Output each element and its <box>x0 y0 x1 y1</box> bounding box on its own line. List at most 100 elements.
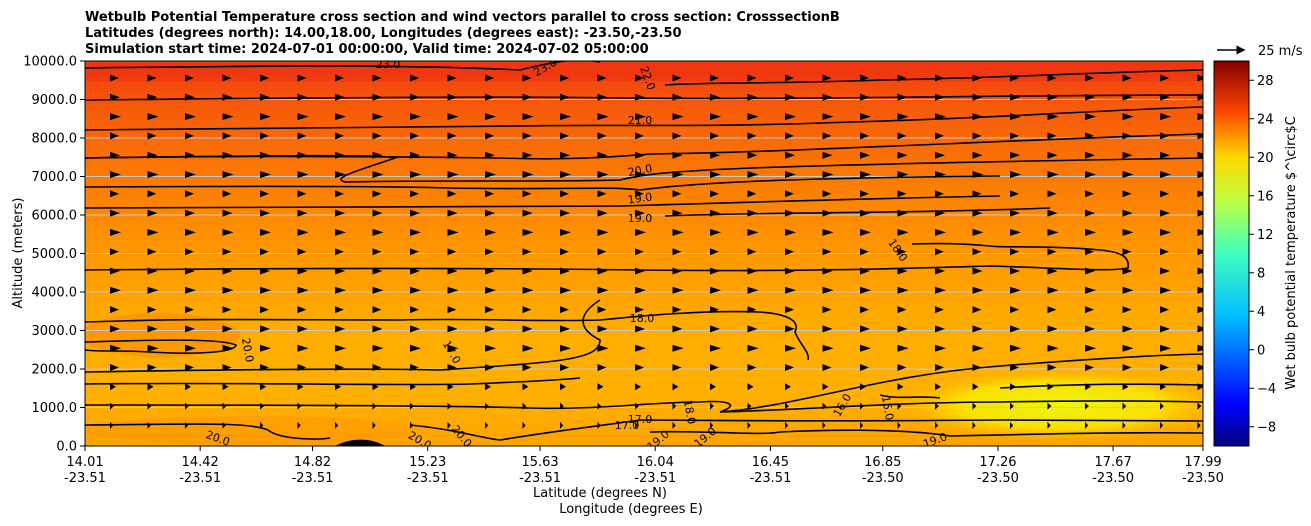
wind-arrow <box>1197 190 1203 198</box>
wind-arrow <box>822 132 832 140</box>
wind-arrow <box>297 325 308 333</box>
wind-arrow <box>1197 74 1203 82</box>
wind-arrow <box>1122 248 1132 256</box>
wind-arrow <box>447 132 457 140</box>
wind-arrow <box>372 306 382 314</box>
x-axis: 14.01-23.5114.42-23.5114.82-23.5115.23-2… <box>64 446 1224 486</box>
wind-arrow <box>560 113 571 121</box>
wind-arrow <box>410 74 419 82</box>
wind-arrow <box>447 421 451 429</box>
wind-arrow <box>972 209 983 217</box>
chart-title-line-2: Latitudes (degrees north): 14.00,18.00, … <box>85 26 682 41</box>
x-tick-label-lon: -23.51 <box>749 471 791 486</box>
contour-line <box>664 69 1203 86</box>
chart-title-line-3: Simulation start time: 2024-07-01 00:00:… <box>85 42 649 57</box>
wind-arrow <box>1085 171 1096 178</box>
wind-arrow <box>897 248 907 256</box>
wind-arrow <box>297 286 309 294</box>
wind-arrow <box>185 209 195 217</box>
wind-arrow <box>1160 209 1170 217</box>
wind-arrow <box>410 113 421 121</box>
wind-arrow <box>972 267 983 275</box>
wind-arrow <box>110 190 119 198</box>
wind-arrow <box>1085 228 1096 236</box>
wind-arrow <box>335 344 346 352</box>
wind-arrow <box>260 113 271 121</box>
wind-arrow <box>597 286 609 294</box>
wind-arrow <box>1010 151 1020 159</box>
wind-arrow <box>335 113 346 121</box>
x-tick-label-lon: -23.50 <box>1092 471 1134 486</box>
wind-arrow <box>785 344 796 352</box>
wind-arrow <box>747 151 758 159</box>
wind-arrow <box>710 364 719 371</box>
wind-arrow <box>522 151 533 159</box>
wind-arrow <box>1047 74 1057 82</box>
wind-arrow <box>1085 325 1095 333</box>
wind-arrow <box>972 402 977 410</box>
wind-arrow <box>522 171 534 178</box>
wind-arrow <box>110 228 121 236</box>
wind-arrow <box>785 402 789 410</box>
wind-arrow <box>1122 344 1134 352</box>
wind-arrow <box>860 248 869 256</box>
wind-arrow <box>935 190 944 198</box>
wind-arrow <box>485 383 491 391</box>
wind-arrow <box>1122 190 1132 198</box>
wind-arrow <box>260 74 269 82</box>
wind-arrow <box>335 132 344 140</box>
wind-arrow <box>410 325 420 333</box>
wind-arrow <box>1085 248 1094 256</box>
wind-arrow <box>935 402 939 410</box>
x-tick-label-lon: -23.51 <box>407 471 449 486</box>
wind-arrow <box>335 421 339 429</box>
wind-arrow <box>372 421 376 429</box>
wind-arrow <box>372 171 384 178</box>
wind-arrow <box>522 286 534 294</box>
wind-arrow <box>335 190 344 198</box>
wind-arrow <box>1160 402 1164 410</box>
wind-arrow <box>635 383 641 391</box>
wind-arrow <box>1047 209 1058 217</box>
wind-arrow <box>785 286 796 294</box>
colorbar-tick-label: −4 <box>1257 382 1276 397</box>
contour-line <box>85 299 601 373</box>
contour-label-text: 23.0 <box>376 58 401 71</box>
colorbar-tick-label: 16 <box>1257 189 1274 204</box>
wind-arrow <box>147 209 158 217</box>
wind-arrow <box>485 402 489 410</box>
wind-arrow <box>672 325 683 333</box>
wind-arrow <box>672 113 684 121</box>
wind-arrow <box>447 209 458 217</box>
wind-arrow <box>1085 113 1096 121</box>
wind-arrow <box>972 228 984 236</box>
x-tick-label-lon: -23.51 <box>519 471 561 486</box>
contour-line <box>85 175 1001 191</box>
wind-arrow <box>1197 209 1203 217</box>
wind-arrow <box>935 383 941 391</box>
wind-arrow <box>822 74 832 82</box>
wind-arrow <box>1160 113 1171 121</box>
wind-arrow <box>185 383 191 391</box>
wind-arrow <box>297 113 309 121</box>
wind-arrow <box>185 132 194 140</box>
wind-arrow <box>1197 402 1202 410</box>
wind-arrow <box>260 248 269 256</box>
wind-arrow <box>185 364 194 371</box>
wind-arrow <box>110 74 119 82</box>
wind-arrow <box>297 383 304 391</box>
wind-arrow <box>260 286 271 294</box>
wind-arrow <box>522 306 532 314</box>
wind-arrow <box>372 344 384 352</box>
wind-arrow <box>935 421 939 429</box>
x-tick-label-lat: 17.99 <box>1184 455 1221 470</box>
x-tick-label-lon: -23.51 <box>634 471 676 486</box>
wind-arrow <box>972 344 984 352</box>
wind-arrow <box>447 325 458 333</box>
wind-arrow <box>897 151 908 159</box>
wind-arrow <box>897 267 908 275</box>
wind-arrow <box>1010 190 1019 198</box>
wind-arrow <box>785 190 794 198</box>
wind-arrow <box>1085 209 1095 217</box>
